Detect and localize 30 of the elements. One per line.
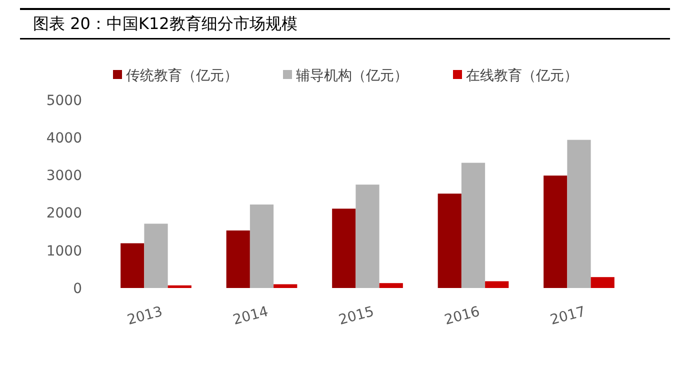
legend-label: 在线教育（亿元） [466, 66, 578, 84]
bar [144, 224, 168, 288]
y-tick-label: 5000 [46, 92, 82, 109]
bar [168, 285, 192, 288]
x-tick-label: 2014 [231, 304, 270, 328]
y-tick-label: 3000 [46, 168, 82, 184]
x-tick-label: 2013 [126, 304, 164, 328]
bar [567, 140, 591, 288]
bar [461, 162, 486, 288]
chart-title: 图表 20：中国K12教育细分市场规模 [33, 14, 298, 33]
bar [274, 284, 298, 288]
y-tick-label: 0 [73, 280, 82, 297]
x-tick-label: 2016 [442, 304, 482, 328]
bar [356, 184, 380, 288]
bar [544, 176, 568, 288]
bar [226, 230, 250, 288]
y-tick-label: 4000 [46, 130, 82, 146]
y-tick-label: 1000 [46, 243, 82, 260]
legend-label: 辅导机构（亿元） [296, 68, 408, 84]
bar [379, 283, 403, 288]
bar [250, 204, 274, 288]
bar [438, 194, 462, 288]
bar [485, 281, 509, 288]
bar [120, 243, 144, 288]
bar [590, 277, 614, 288]
bar [332, 208, 356, 288]
legend-label: 传统教育（亿元） [126, 66, 238, 84]
x-tick-label: 2015 [337, 304, 376, 328]
y-tick-label: 2000 [46, 206, 82, 222]
x-tick-label: 2017 [548, 304, 588, 328]
